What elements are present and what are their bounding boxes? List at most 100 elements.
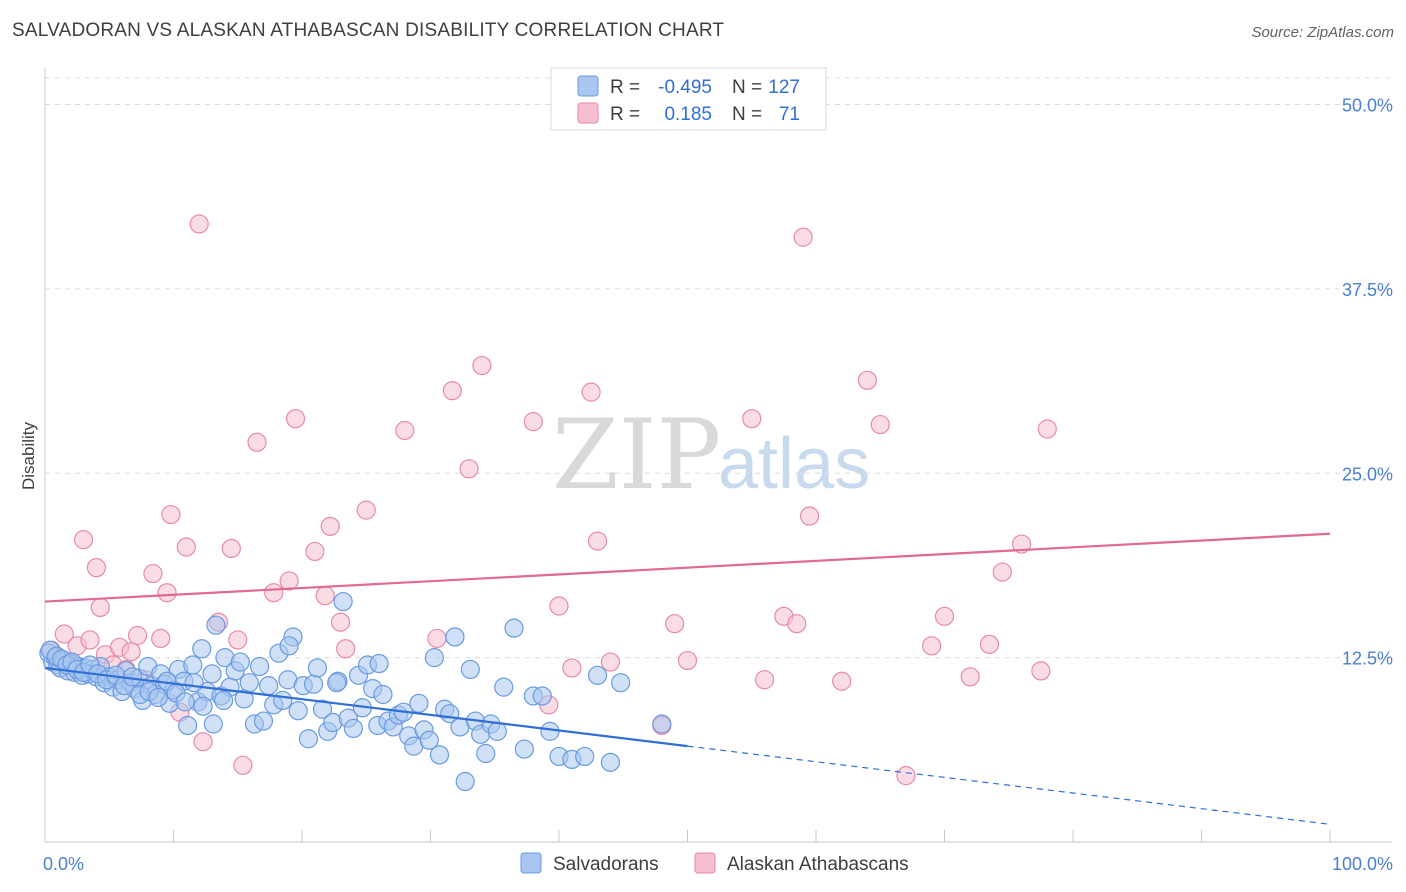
data-point: [253, 711, 274, 731]
data-point: [870, 414, 890, 435]
data-point: [754, 670, 775, 690]
data-point: [487, 721, 507, 741]
top-legend: R = -0.495 N = 127 R = 0.185 N = 71: [550, 67, 827, 131]
data-point: [427, 628, 447, 649]
data-point: [273, 690, 293, 711]
data-point: [429, 745, 450, 765]
data-point: [504, 618, 524, 638]
trend-line: [44, 666, 688, 748]
data-point: [151, 628, 171, 649]
data-point: [460, 659, 480, 680]
data-point: [320, 516, 340, 536]
data-point: [373, 684, 393, 705]
legend-r-value: 0.185: [664, 104, 712, 125]
data-point: [264, 583, 284, 603]
data-point: [581, 382, 601, 402]
trend-line: [44, 532, 1331, 603]
data-point: [857, 370, 878, 390]
data-point: [288, 701, 308, 721]
data-point: [312, 699, 333, 719]
data-point: [86, 558, 107, 578]
data-point: [787, 614, 807, 634]
data-point: [549, 596, 569, 616]
data-point: [303, 674, 324, 694]
data-point: [587, 531, 608, 551]
data-point: [562, 658, 582, 678]
data-point: [307, 658, 328, 678]
tick-labels: 12.5% 25.0% 37.5% 50.0% 0.0% 100.0%: [43, 96, 1393, 875]
salvadorans-points: [39, 591, 672, 792]
data-point: [445, 627, 465, 647]
data-point: [279, 571, 299, 591]
legend-n-label: N =: [732, 104, 762, 125]
legend-swatch-athabascans: [577, 102, 599, 124]
watermark-atlas-text: atlas: [718, 424, 870, 504]
data-point: [249, 656, 270, 677]
data-point: [203, 714, 223, 734]
data-point: [1031, 661, 1051, 681]
data-point: [677, 650, 698, 671]
data-point: [161, 504, 181, 525]
data-point: [540, 721, 560, 741]
data-point: [178, 715, 198, 736]
data-point: [315, 586, 335, 606]
data-point: [442, 381, 462, 401]
data-point: [409, 693, 429, 713]
legend-r-value: -0.495: [658, 77, 712, 98]
data-point: [575, 746, 595, 767]
y-tick-label: 25.0%: [1342, 464, 1393, 484]
data-point: [832, 671, 852, 691]
watermark-zip-text: ZIP: [552, 399, 721, 511]
data-point: [230, 652, 250, 672]
data-point: [611, 673, 631, 693]
bottom-legend-swatch-athabascans: [694, 852, 716, 874]
data-point: [202, 664, 222, 684]
data-point: [143, 563, 163, 584]
data-point: [121, 642, 141, 662]
trend-line-extension: [687, 745, 1331, 825]
data-point: [424, 648, 444, 668]
y-tick-label: 12.5%: [1342, 649, 1393, 669]
data-point: [793, 227, 813, 247]
data-point: [258, 676, 279, 696]
data-point: [233, 755, 253, 775]
data-point: [476, 743, 496, 764]
x-tick-label: 100.0%: [1332, 854, 1393, 874]
chart-title: SALVADORAN VS ALASKAN ATHABASCAN DISABIL…: [12, 20, 725, 41]
data-point: [472, 355, 492, 376]
data-point: [247, 432, 267, 452]
y-axis-label: Disability: [19, 421, 38, 490]
bottom-legend: Salvadorans Alaskan Athabascans: [520, 852, 909, 875]
data-point: [600, 752, 621, 772]
data-point: [532, 686, 552, 706]
data-point: [600, 652, 621, 672]
data-point: [587, 665, 608, 685]
data-point: [652, 714, 672, 734]
data-point: [1037, 419, 1057, 439]
legend-n-value: 71: [779, 104, 800, 125]
data-point: [369, 653, 389, 674]
data-point: [922, 636, 942, 656]
data-point: [206, 615, 226, 635]
data-point: [523, 412, 543, 432]
bottom-legend-label-salvadorans: Salvadorans: [553, 854, 659, 875]
data-point: [175, 692, 195, 712]
data-point: [896, 766, 916, 786]
data-point: [214, 690, 234, 711]
legend-n-value: 127: [768, 77, 800, 98]
data-point: [305, 541, 325, 562]
data-point: [419, 730, 439, 750]
data-point: [221, 538, 241, 559]
data-point: [239, 673, 259, 693]
data-point: [192, 639, 212, 659]
legend-row-salvadorans: R = -0.495 N = 127: [577, 75, 800, 98]
data-point: [336, 639, 356, 659]
data-point: [90, 597, 110, 618]
data-point: [228, 630, 248, 650]
data-point: [148, 687, 168, 708]
y-tick-label: 37.5%: [1342, 280, 1393, 300]
source-label: Source: ZipAtlas.com: [1251, 24, 1394, 41]
data-point: [960, 667, 980, 687]
x-tick-label: 0.0%: [43, 854, 84, 874]
